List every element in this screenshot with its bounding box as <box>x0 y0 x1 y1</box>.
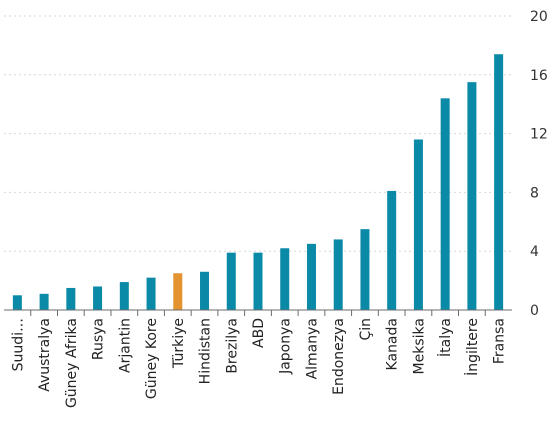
x-axis-category-labels: Suudi… Avustralya Güney Afrika Rusya Arjanti… <box>10 318 507 408</box>
category-label: Türkiye <box>171 318 187 369</box>
bar-5 <box>146 277 156 310</box>
category-label: Japonya <box>278 318 294 375</box>
bar-3 <box>93 286 103 310</box>
bar-6 <box>173 273 183 310</box>
bar-4 <box>119 282 129 310</box>
bar-18 <box>494 54 504 310</box>
category-label: Suudi… <box>10 318 26 371</box>
bar-16 <box>440 98 450 310</box>
category-label: Meksika <box>411 318 427 374</box>
category-label: Arjantin <box>117 318 133 373</box>
category-label: Almanya <box>304 318 320 379</box>
gridlines <box>4 15 512 252</box>
bar-17 <box>467 82 477 311</box>
category-label: Avustralya <box>37 318 53 392</box>
category-label: Rusya <box>91 318 107 360</box>
bars <box>12 54 504 311</box>
category-label: Fransa <box>492 318 508 364</box>
category-label: Endonezya <box>331 318 347 395</box>
y-tick-label: 4 <box>530 244 539 260</box>
category-label: Güney Kore <box>144 318 160 399</box>
category-label: Kanada <box>385 318 401 370</box>
bar-14 <box>387 190 397 310</box>
y-tick-label: 16 <box>530 68 548 84</box>
y-axis-tick-labels: 0 4 8 12 16 20 <box>530 9 548 319</box>
bar-13 <box>360 229 370 310</box>
bar-11 <box>306 243 316 310</box>
bar-2 <box>66 287 76 310</box>
bar-8 <box>226 252 236 310</box>
category-label: Güney Afrika <box>64 318 80 408</box>
bar-12 <box>333 239 343 310</box>
category-label: Hindistan <box>198 318 214 384</box>
y-tick-label: 20 <box>530 9 548 25</box>
category-label: Çin <box>358 318 374 341</box>
x-axis-ticks <box>30 310 486 316</box>
y-tick-label: 8 <box>530 185 539 201</box>
category-label: ABD <box>251 318 267 348</box>
category-label: Brezilya <box>224 318 240 374</box>
y-tick-label: 12 <box>530 127 548 143</box>
category-label: İtalya <box>436 318 454 357</box>
bar-9 <box>253 252 263 310</box>
bar-0 <box>12 295 22 310</box>
bar-15 <box>413 139 423 310</box>
bar-7 <box>200 271 210 310</box>
bar-1 <box>39 293 49 310</box>
category-label: İngiltere <box>463 318 481 376</box>
bar-10 <box>280 248 290 310</box>
y-tick-label: 0 <box>530 303 539 319</box>
